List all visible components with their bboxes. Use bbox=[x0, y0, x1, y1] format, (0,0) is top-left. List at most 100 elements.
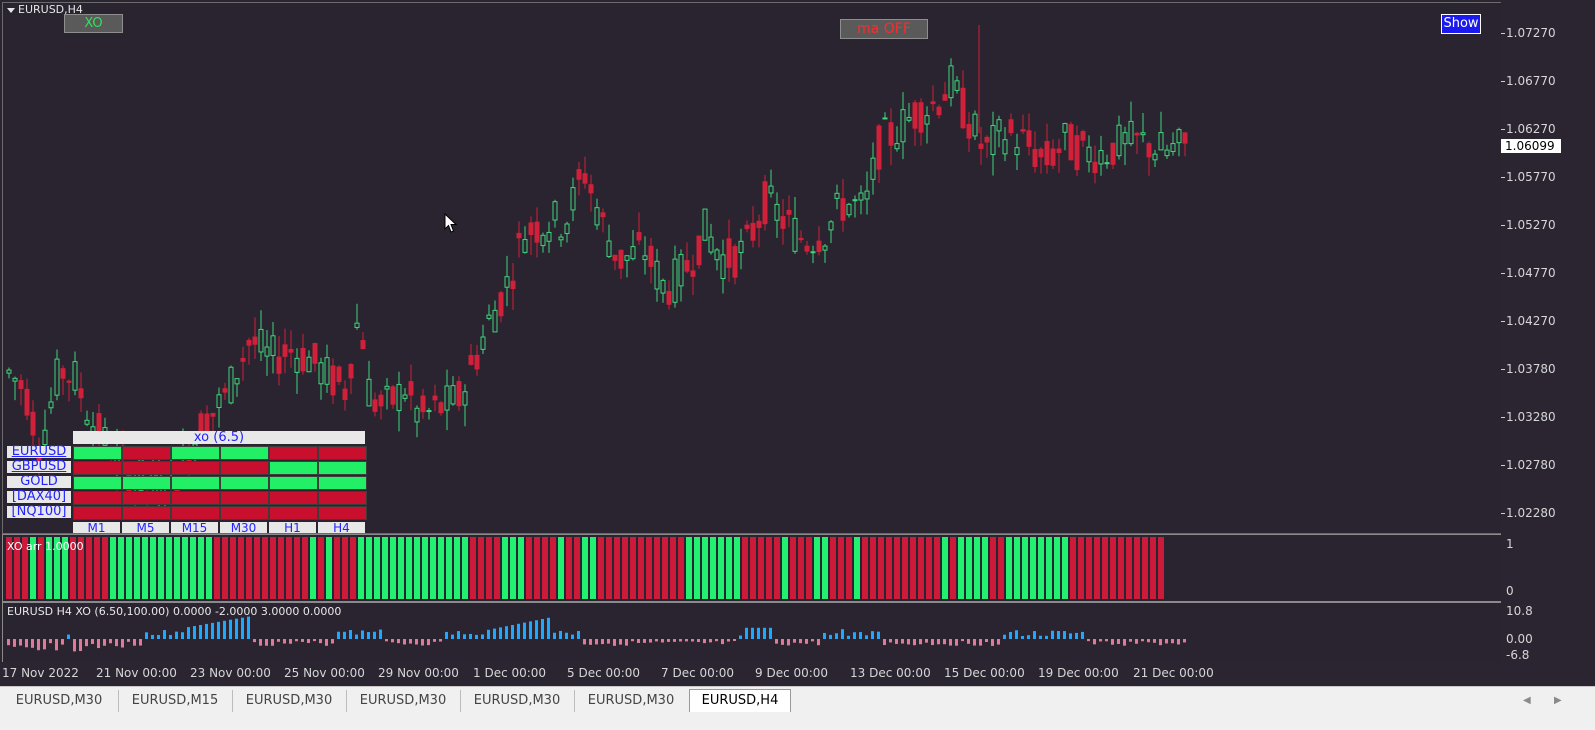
oscillator-label: EURUSD H4 XO (6.50,100.00) 0.0000 -2.000… bbox=[7, 605, 342, 618]
xo-arr-bar bbox=[534, 537, 540, 599]
price-chart-panel[interactable]: EURUSD,H4 XO ma OFF Show xo (6.5) EURUSD… bbox=[2, 2, 1502, 534]
xo-arr-bar bbox=[686, 537, 692, 599]
candle-body bbox=[294, 357, 300, 373]
xo-arr-bar bbox=[734, 537, 740, 599]
tab-eurusd-m30[interactable]: EURUSD,M30 bbox=[346, 690, 461, 712]
oscillator-bar bbox=[667, 639, 670, 642]
xo-arr-bar bbox=[678, 537, 684, 599]
xo-arr-bar bbox=[710, 537, 716, 599]
candle-body bbox=[1152, 153, 1158, 161]
candle-body bbox=[882, 117, 888, 120]
xo-arr-bar bbox=[550, 537, 556, 599]
tab-eurusd-m30[interactable]: EURUSD,M30 bbox=[0, 690, 119, 712]
xo-arr-bar bbox=[510, 537, 516, 599]
xo-arr-bar bbox=[14, 537, 20, 599]
oscillator-bar bbox=[235, 618, 238, 639]
oscillator-bar bbox=[673, 639, 676, 642]
candle-body bbox=[282, 344, 288, 357]
oscillator-bar bbox=[847, 635, 850, 639]
candle-body bbox=[642, 255, 648, 261]
xo-arr-panel[interactable]: XO arr 1.0000 bbox=[2, 534, 1502, 602]
chart-symbol-title[interactable]: EURUSD,H4 bbox=[7, 3, 83, 16]
xo-arr-bar bbox=[134, 537, 140, 599]
candle-body bbox=[210, 412, 216, 417]
dashboard-tf-m30[interactable]: M30 bbox=[220, 522, 267, 533]
candle-body bbox=[834, 192, 840, 199]
oscillator-bar bbox=[7, 639, 10, 646]
tab-scroll-right-icon[interactable]: ▶ bbox=[1554, 695, 1562, 706]
oscillator-bar bbox=[175, 631, 178, 639]
xo-arr-bar bbox=[430, 537, 436, 599]
candle-body bbox=[1164, 149, 1170, 157]
oscillator-bar bbox=[781, 639, 784, 645]
dashboard-symbol-gold[interactable]: GOLD bbox=[7, 475, 71, 488]
show-button[interactable]: Show bbox=[1441, 14, 1481, 34]
xo-arr-bar bbox=[1110, 537, 1116, 599]
tab-eurusd-m30[interactable]: EURUSD,M30 bbox=[460, 690, 575, 712]
xo-arr-bar bbox=[302, 537, 308, 599]
dropdown-triangle-icon[interactable] bbox=[7, 7, 15, 13]
dashboard-signal-cell bbox=[220, 461, 269, 475]
oscillator-bar bbox=[79, 639, 82, 652]
candle-body bbox=[78, 388, 84, 399]
tab-eurusd-h4[interactable]: EURUSD,H4 bbox=[689, 689, 791, 712]
oscillator-bar bbox=[577, 630, 580, 639]
oscillator-bar bbox=[883, 639, 886, 646]
tab-eurusd-m30[interactable]: EURUSD,M30 bbox=[232, 690, 347, 712]
candle-body bbox=[312, 343, 318, 364]
xo-oscillator-panel[interactable]: EURUSD H4 XO (6.50,100.00) 0.0000 -2.000… bbox=[2, 602, 1502, 664]
xo-arr-bar bbox=[86, 537, 92, 599]
xo-arr-label: XO arr 1.0000 bbox=[7, 540, 84, 553]
xo-arr-bar bbox=[182, 537, 188, 599]
xo-arr-bar bbox=[910, 537, 916, 599]
oscillator-bar bbox=[229, 619, 232, 639]
oscillator-bar bbox=[25, 639, 28, 648]
oscillator-bar bbox=[625, 639, 628, 646]
oscillator-bar bbox=[1147, 639, 1150, 643]
xo-arr-bar bbox=[990, 537, 996, 599]
xo-arr-bar bbox=[582, 537, 588, 599]
dashboard-tf-m1[interactable]: M1 bbox=[73, 522, 120, 533]
oscillator-bar bbox=[859, 632, 862, 639]
oscillator-bar bbox=[817, 639, 820, 646]
oscillator-bar bbox=[247, 616, 250, 639]
dashboard-tf-h1[interactable]: H1 bbox=[269, 522, 316, 533]
dashboard-tf-m15[interactable]: M15 bbox=[171, 522, 218, 533]
candle-body bbox=[48, 401, 54, 409]
candle-body bbox=[804, 245, 810, 252]
axis-tick: -6.8 bbox=[1506, 648, 1530, 662]
oscillator-bar bbox=[523, 622, 526, 639]
dashboard-symbol-eurusd[interactable]: EURUSD bbox=[7, 445, 71, 458]
xo-arr-bar bbox=[222, 537, 228, 599]
oscillator-bar bbox=[373, 631, 376, 639]
tab-scroll-left-icon[interactable]: ◀ bbox=[1523, 695, 1531, 706]
oscillator-bar bbox=[979, 639, 982, 646]
xo-arr-bar bbox=[414, 537, 420, 599]
oscillator-bar bbox=[55, 639, 58, 651]
candle-body bbox=[456, 381, 462, 407]
dashboard-tf-h4[interactable]: H4 bbox=[318, 522, 365, 533]
dashboard-tf-m5[interactable]: M5 bbox=[122, 522, 169, 533]
oscillator-bar bbox=[163, 630, 166, 639]
xo-arr-bar bbox=[846, 537, 852, 599]
time-axis[interactable]: 17 Nov 2022 21 Nov 00:00 23 Nov 00:00 25… bbox=[0, 662, 1595, 684]
xo-arr-bar bbox=[838, 537, 844, 599]
candle-body bbox=[1122, 132, 1128, 145]
oscillator-bar bbox=[43, 639, 46, 650]
tab-eurusd-m30[interactable]: EURUSD,M30 bbox=[587, 693, 675, 708]
xo-toggle-button[interactable]: XO bbox=[64, 14, 123, 33]
candle-body bbox=[84, 419, 90, 425]
dashboard-symbol-dax40[interactable]: [DAX40] bbox=[7, 490, 71, 503]
candle-body bbox=[786, 209, 792, 215]
ma-toggle-button[interactable]: ma OFF bbox=[840, 19, 928, 39]
dashboard-symbol-gbpusd[interactable]: GBPUSD bbox=[7, 460, 71, 473]
xo-arr-bar bbox=[334, 537, 340, 599]
tab-eurusd-m15[interactable]: EURUSD,M15 bbox=[118, 690, 233, 712]
oscillator-bar bbox=[217, 621, 220, 639]
oscillator-bar bbox=[1033, 631, 1036, 639]
candle-body bbox=[900, 109, 906, 143]
xo-arr-bar bbox=[190, 537, 196, 599]
price-axis[interactable]: 1.07270 1.06770 1.06270 1.05770 1.05270 … bbox=[1501, 2, 1595, 534]
dashboard-symbol-nq100[interactable]: [NQ100] bbox=[7, 505, 71, 518]
oscillator-bar bbox=[967, 639, 970, 644]
